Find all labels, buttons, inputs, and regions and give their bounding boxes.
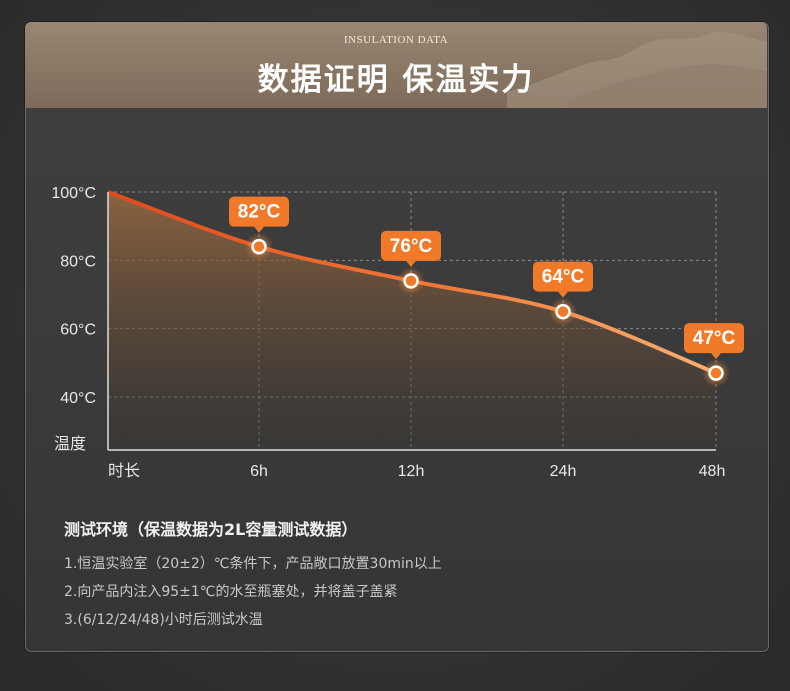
- note-item-3: 3.(6/12/24/48)小时后测试水温: [64, 612, 263, 628]
- y-axis-label: 温度: [54, 435, 86, 453]
- x-tick-label: 12h: [398, 463, 425, 480]
- data-label-badge: [533, 261, 593, 292]
- data-label-text: 76°C: [390, 236, 433, 257]
- data-label-pointer: [711, 353, 721, 360]
- test-conditions: 测试环境（保温数据为2L容量测试数据） 1.恒温实验室（20±2）℃条件下，产品…: [64, 516, 744, 638]
- data-label-text: 82°C: [238, 202, 281, 223]
- notes-heading: 测试环境（保温数据为2L容量测试数据）: [64, 520, 358, 539]
- data-point: [708, 365, 724, 381]
- banner-title: 数据证明 保温实力: [257, 62, 535, 98]
- note-item-2: 2.向产品内注入95±1℃的水至瓶塞处，并将盖子盖紧: [64, 584, 398, 600]
- banner-subtitle: INSULATION DATA: [343, 34, 449, 46]
- data-label-badge: [684, 323, 744, 354]
- y-tick-label: 40°C: [60, 390, 96, 407]
- x-tick-label: 时长: [108, 462, 140, 480]
- header-banner: INSULATION DATA 数据证明 保温实力: [25, 22, 767, 108]
- data-point: [251, 238, 267, 255]
- y-tick-label: 100°C: [51, 185, 96, 202]
- x-tick-label: 48h: [699, 463, 726, 480]
- data-label-badge: [381, 230, 441, 261]
- data-label-pointer: [254, 226, 264, 233]
- data-label-text: 64°C: [542, 267, 585, 288]
- note-item-1: 1.恒温实验室（20±2）℃条件下，产品敞口放置30min以上: [64, 556, 442, 572]
- x-tick-label: 24h: [550, 463, 577, 480]
- x-tick-label: 6h: [250, 463, 268, 480]
- y-tick-labels: 100°C 80°C 60°C 40°C: [51, 185, 96, 407]
- y-tick-label: 80°C: [60, 253, 96, 270]
- data-label-text: 47°C: [693, 328, 736, 349]
- y-tick-label: 60°C: [60, 322, 96, 339]
- mountain-decoration: [507, 31, 767, 108]
- data-label-pointer: [406, 260, 416, 267]
- x-tick-labels: 时长 6h 12h 24h 48h: [108, 462, 725, 480]
- data-point: [555, 303, 571, 320]
- data-point: [403, 273, 419, 289]
- chart-axes: [107, 192, 716, 451]
- chart-points: 82°C 76°C 64°C 47°C: [229, 196, 744, 388]
- data-label-badge: [229, 196, 289, 227]
- data-label-pointer: [558, 291, 568, 298]
- chart-area-fill: [108, 192, 716, 450]
